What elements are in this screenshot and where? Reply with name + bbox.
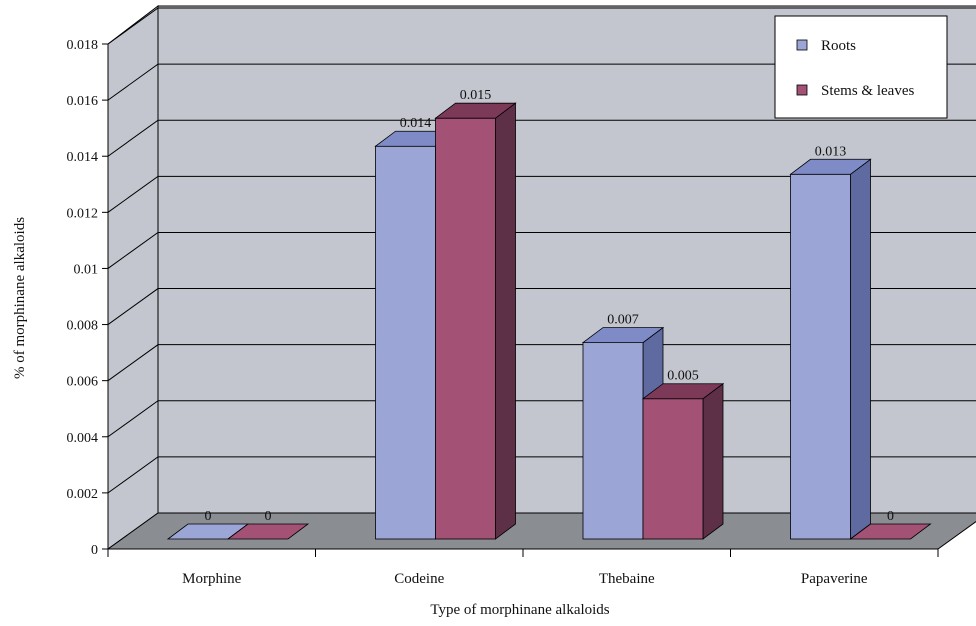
bar-top-morphine-stems-leaves [226, 523, 310, 540]
bar-codeine-roots [375, 145, 436, 540]
y-tick-label: 0 [91, 543, 98, 558]
bar-codeine-stems-leaves [435, 117, 496, 540]
gridline [107, 63, 976, 101]
data-labels: 0 0 0.014 0.015 0.007 0.005 0.013 0 [205, 88, 895, 524]
bar-side-codeine-stems-leaves [495, 102, 516, 540]
bar-top-papaverine-stems-leaves [849, 523, 932, 540]
bar-top-thebaine-roots [581, 327, 665, 344]
legend-label-roots: Roots [821, 38, 856, 54]
bar-top-thebaine-stems-leaves [641, 383, 725, 400]
bars [166, 102, 932, 540]
y-tick-label: 0.012 [67, 206, 99, 221]
y-tick-label: 0.008 [67, 319, 99, 334]
gridline [107, 344, 976, 382]
bar-thebaine-stems-leaves [642, 398, 704, 540]
gridline [107, 175, 976, 213]
legend-swatch-roots [796, 39, 808, 51]
x-tick-label: Morphine [182, 571, 242, 587]
data-label-papaverine-stems-leaves: 0 [887, 509, 894, 524]
data-label-thebaine-roots: 0.007 [607, 313, 639, 328]
legend: Roots Stems & leaves [774, 15, 948, 119]
y-tick-label: 0.014 [67, 150, 99, 165]
bar-thebaine-roots [582, 342, 644, 540]
y-tick-label: 0.006 [67, 375, 99, 390]
x-tick-label: Thebaine [599, 571, 655, 587]
y-tick-label: 0.018 [67, 38, 99, 53]
gridline [107, 7, 976, 45]
data-label-codeine-roots: 0.014 [400, 116, 432, 131]
gridline [107, 288, 976, 325]
bar-side-thebaine-stems-leaves [702, 382, 724, 540]
data-label-papaverine-roots: 0.013 [815, 144, 847, 159]
x-axis-title: Type of morphinane alkaloids [430, 602, 609, 618]
legend-box [774, 15, 948, 119]
bar-top-papaverine-roots [789, 158, 872, 175]
bar-side-papaverine-roots [850, 158, 871, 540]
axes: 0 0.002 0.004 0.006 0.008 0.01 0.012 0.014 0.016… [67, 38, 939, 587]
y-axis-title: % of morphinane alkaloids [12, 217, 28, 379]
data-label-morphine-stems-leaves: 0 [265, 509, 272, 524]
data-label-thebaine-stems-leaves: 0.005 [667, 369, 699, 384]
y-tick-label: 0.002 [67, 487, 99, 502]
y-tick-label: 0.016 [67, 94, 99, 109]
gridline [107, 119, 976, 157]
legend-label-stems-leaves: Stems & leaves [821, 83, 914, 99]
legend-swatch-stems-leaves [796, 84, 808, 96]
y-tick-label: 0.004 [67, 431, 99, 446]
data-label-codeine-stems-leaves: 0.015 [460, 88, 492, 103]
side-wall [107, 4, 159, 550]
x-tick-label: Codeine [394, 571, 444, 587]
data-label-morphine-roots: 0 [205, 509, 212, 524]
x-tick-label: Papaverine [801, 571, 868, 587]
gridline [107, 231, 976, 269]
y-tick-label: 0.01 [74, 262, 99, 277]
bar-top-codeine-stems-leaves [434, 102, 517, 119]
bar-papaverine-roots [790, 173, 851, 540]
